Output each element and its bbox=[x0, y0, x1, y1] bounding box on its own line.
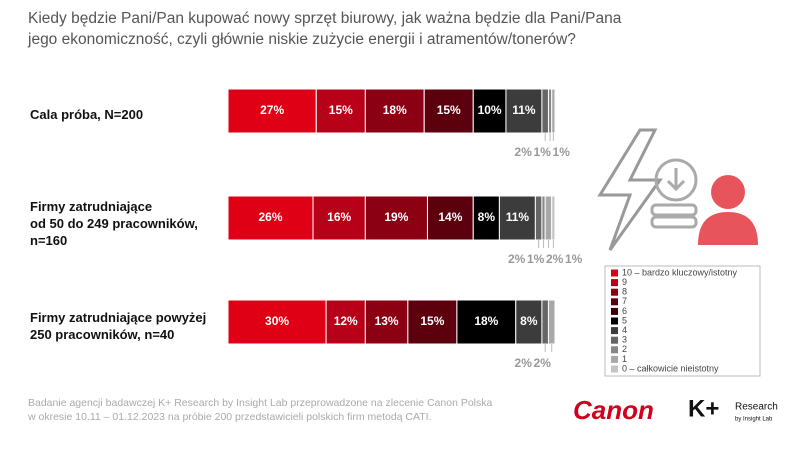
icon bbox=[597, 128, 698, 251]
chart-title: Kiedy będzie Pani/Pan kupować nowy sprzę… bbox=[28, 10, 622, 48]
person-icon bbox=[698, 175, 758, 245]
legend-label: 5 bbox=[622, 315, 627, 325]
legend-swatch bbox=[611, 269, 618, 277]
data-label: 2% bbox=[546, 252, 564, 266]
data-label: 14% bbox=[438, 210, 462, 224]
data-label: 1% bbox=[527, 252, 545, 266]
legend-swatch bbox=[611, 288, 618, 296]
bar-segment bbox=[551, 195, 556, 241]
data-label: 8% bbox=[520, 314, 538, 328]
data-label: 1% bbox=[534, 145, 552, 159]
legend-swatch bbox=[611, 365, 618, 373]
brand-logo: Research bbox=[735, 402, 778, 413]
legend-swatch bbox=[611, 298, 618, 306]
bar-segment bbox=[505, 88, 543, 134]
data-label: 26% bbox=[258, 210, 282, 224]
legend-swatch bbox=[611, 317, 618, 325]
row-label: Cala próba, N=200 bbox=[30, 107, 144, 122]
bar-segment bbox=[227, 88, 317, 134]
bar-segment bbox=[364, 299, 409, 345]
data-label: 15% bbox=[437, 103, 461, 117]
data-label: 18% bbox=[383, 103, 407, 117]
data-label: 19% bbox=[384, 210, 408, 224]
row-label: Firmy zatrudniające od 50 do 249 pracown… bbox=[30, 199, 198, 248]
legend-swatch bbox=[611, 327, 618, 335]
bar-segment bbox=[547, 299, 556, 345]
bar-segment bbox=[456, 299, 517, 345]
legend-swatch bbox=[611, 336, 618, 344]
brand-logo: Canon bbox=[573, 395, 654, 425]
data-label: 18% bbox=[474, 314, 498, 328]
legend-swatch bbox=[611, 279, 618, 287]
data-label: 10% bbox=[478, 103, 502, 117]
bar-segment bbox=[364, 88, 425, 134]
legend-label: 10 – bardzo kluczowy/istotny bbox=[622, 267, 738, 277]
bar-segment bbox=[407, 299, 458, 345]
data-label: 15% bbox=[420, 314, 444, 328]
bar-segment bbox=[472, 88, 507, 134]
legend-swatch bbox=[611, 355, 618, 363]
bar-segment bbox=[544, 195, 553, 241]
brand-logo: K+ bbox=[688, 395, 719, 422]
brand-logo: by Insight Lab bbox=[735, 417, 773, 423]
legend-label: 1 bbox=[622, 354, 627, 364]
data-label: 16% bbox=[327, 210, 351, 224]
bar-segment bbox=[541, 299, 549, 345]
bar-segment bbox=[227, 299, 327, 345]
legend-label: 6 bbox=[622, 306, 627, 316]
data-label: 2% bbox=[534, 356, 552, 370]
bar-segment bbox=[498, 195, 536, 241]
bar-segment bbox=[423, 88, 474, 134]
legend-label: 4 bbox=[622, 325, 627, 335]
legend-label: 8 bbox=[622, 287, 627, 297]
bar-segment bbox=[534, 195, 543, 241]
bar-segment bbox=[227, 195, 314, 241]
legend-swatch bbox=[611, 346, 618, 354]
legend-label: 7 bbox=[622, 296, 627, 306]
data-label: 27% bbox=[260, 103, 284, 117]
legend-label: 0 – całkowicie nieistotny bbox=[622, 363, 719, 373]
legend-label: 9 bbox=[622, 277, 627, 287]
data-label: 1% bbox=[553, 145, 571, 159]
source-note: Badanie agencji badawczej K+ Research by… bbox=[28, 397, 493, 423]
data-label: 13% bbox=[375, 314, 399, 328]
bar-segment bbox=[541, 88, 549, 134]
data-label: 11% bbox=[512, 103, 536, 117]
data-label: 15% bbox=[329, 103, 353, 117]
bar-segment bbox=[426, 195, 474, 241]
data-label: 12% bbox=[334, 314, 358, 328]
legend-label: 3 bbox=[622, 335, 627, 345]
legend-label: 2 bbox=[622, 344, 627, 354]
data-label: 30% bbox=[265, 314, 289, 328]
data-label: 2% bbox=[515, 356, 533, 370]
data-label: 8% bbox=[478, 210, 496, 224]
data-label: 11% bbox=[506, 210, 530, 224]
data-label: 1% bbox=[565, 252, 583, 266]
bar-segment bbox=[325, 299, 366, 345]
bar-segment bbox=[551, 88, 556, 134]
bar-segment bbox=[364, 195, 428, 241]
data-label: 2% bbox=[508, 252, 526, 266]
legend-box bbox=[604, 265, 761, 377]
legend-swatch bbox=[611, 307, 618, 315]
data-label: 2% bbox=[515, 145, 533, 159]
row-label: Firmy zatrudniające powyżej 250 pracowni… bbox=[30, 310, 207, 342]
